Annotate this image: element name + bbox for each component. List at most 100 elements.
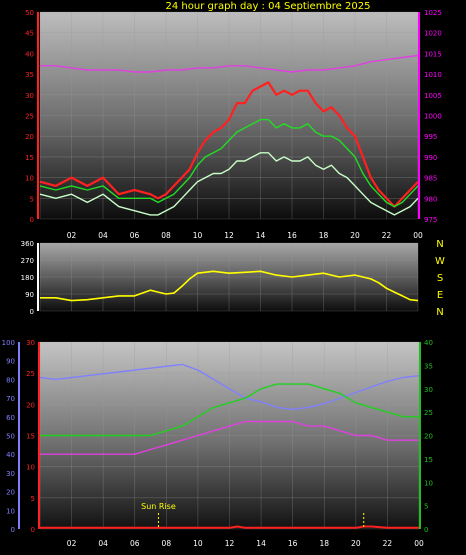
time-tick-label: 04 [98, 231, 108, 240]
wind-speed-tick-label: 35 [25, 71, 34, 79]
pressure-tick-label: 985 [424, 175, 437, 183]
pressure-tick-label: 990 [424, 154, 437, 162]
rain-tick-label: 30 [26, 339, 35, 347]
temperature-grid [39, 341, 420, 530]
graph-title: 24 hour graph day : 04 Septiembre 2025 [166, 1, 371, 12]
wind-speed-tick-label: 25 [25, 113, 34, 121]
sun-markers: Sun Rise [141, 502, 365, 529]
temperature-tick-label: 5 [424, 503, 428, 511]
humidity-tick-label: 0 [11, 526, 15, 534]
series-dewpoint [40, 420, 419, 455]
wind-time-axis: 02 04 06 08 10 12 14 16 18 20 22 00 [67, 231, 423, 240]
humidity-tick-label: 80 [6, 376, 15, 384]
temperature-tick-label: 10 [424, 479, 433, 487]
direction-axis: 360 270 180 90 0 [21, 240, 39, 316]
pressure-tick-label: 975 [424, 216, 437, 224]
humidity-tick-label: 10 [6, 507, 15, 515]
time-tick-label: 02 [67, 231, 77, 240]
series-wind-avg [39, 118, 419, 208]
humidity-tick-label: 90 [6, 358, 15, 366]
pressure-tick-label: 1020 [424, 30, 442, 38]
pressure-tick-label: 1015 [424, 50, 442, 58]
direction-grid [39, 242, 419, 312]
series-wind-direction [40, 270, 419, 302]
time-tick-label: 14 [256, 231, 266, 240]
time-tick-label: 12 [224, 231, 234, 240]
humidity-tick-label: 30 [6, 470, 15, 478]
sun-rise-label: Sun Rise [141, 502, 176, 511]
rain-tick-label: 10 [26, 464, 35, 472]
rain-tick-label: 25 [26, 370, 35, 378]
time-tick-label: 16 [287, 231, 297, 240]
humidity-tick-label: 50 [6, 433, 15, 441]
time-tick-label: 16 [288, 539, 298, 548]
time-tick-label: 20 [350, 231, 360, 240]
series-wind-gust [39, 81, 419, 208]
time-tick-label: 02 [67, 539, 77, 548]
pressure-tick-label: 1025 [424, 9, 442, 17]
temperature-axis: 40 35 30 25 20 15 10 5 0 [419, 339, 433, 534]
pressure-tick-label: 1010 [424, 71, 442, 79]
temperature-tick-label: 25 [424, 409, 433, 417]
temperature-tick-label: 20 [424, 433, 433, 441]
rain-tick-label: 0 [31, 526, 35, 534]
direction-plot-area [40, 243, 418, 311]
wind-speed-tick-label: 10 [25, 175, 34, 183]
humidity-tick-label: 40 [6, 451, 15, 459]
temperature-tick-label: 15 [424, 456, 433, 464]
temperature-tick-label: 30 [424, 386, 433, 394]
temperature-tick-label: 35 [424, 362, 433, 370]
temperature-lines [39, 363, 420, 529]
time-tick-label: 08 [161, 231, 171, 240]
wind-speed-tick-label: 5 [30, 195, 34, 203]
humidity-tick-label: 60 [6, 414, 15, 422]
pressure-tick-label: 1005 [424, 92, 442, 100]
time-tick-label: 10 [193, 539, 203, 548]
series-pressure [40, 54, 419, 73]
direction-tick-label: 0 [30, 308, 34, 316]
time-tick-label: 00 [414, 539, 424, 548]
time-tick-label: 18 [319, 539, 329, 548]
series-wind-speed [39, 152, 419, 216]
series-humidity [39, 363, 420, 410]
wind-lines [39, 54, 419, 216]
direction-tick-label: 180 [21, 274, 34, 282]
time-tick-label: 10 [193, 231, 203, 240]
compass-label: N [436, 307, 443, 318]
compass-label: N [436, 239, 443, 250]
pressure-tick-label: 995 [424, 133, 437, 141]
time-tick-label: 04 [98, 539, 108, 548]
wind-speed-tick-label: 30 [25, 92, 34, 100]
rain-tick-label: 15 [26, 433, 35, 441]
temperature-tick-label: 40 [424, 339, 433, 347]
temperature-time-axis: 02 04 06 08 10 12 14 16 18 20 22 00 [67, 539, 424, 548]
time-tick-label: 08 [162, 539, 172, 548]
time-tick-label: 06 [130, 539, 140, 548]
time-tick-label: 22 [382, 231, 392, 240]
direction-lines [40, 270, 419, 302]
wind-speed-tick-label: 20 [25, 133, 34, 141]
time-tick-label: 20 [351, 539, 361, 548]
rain-axis: 30 25 20 15 10 5 0 [26, 339, 40, 534]
pressure-tick-label: 980 [424, 195, 437, 203]
pressure-axis: 1025 1020 1015 1010 1005 1000 995 990 985 980 975 [418, 9, 442, 224]
temperature-tick-label: 0 [424, 526, 428, 534]
time-tick-label: 06 [130, 231, 140, 240]
time-tick-label: 22 [383, 539, 393, 548]
humidity-tick-label: 70 [6, 395, 15, 403]
series-temperature [40, 383, 419, 437]
rain-tick-label: 5 [31, 495, 35, 503]
time-tick-label: 00 [413, 231, 423, 240]
compass-label: S [437, 273, 443, 284]
rain-tick-label: 20 [26, 401, 35, 409]
wind-speed-tick-label: 15 [25, 154, 34, 162]
compass-label: W [435, 256, 445, 267]
compass-label: E [437, 290, 443, 301]
direction-tick-label: 270 [21, 257, 34, 265]
